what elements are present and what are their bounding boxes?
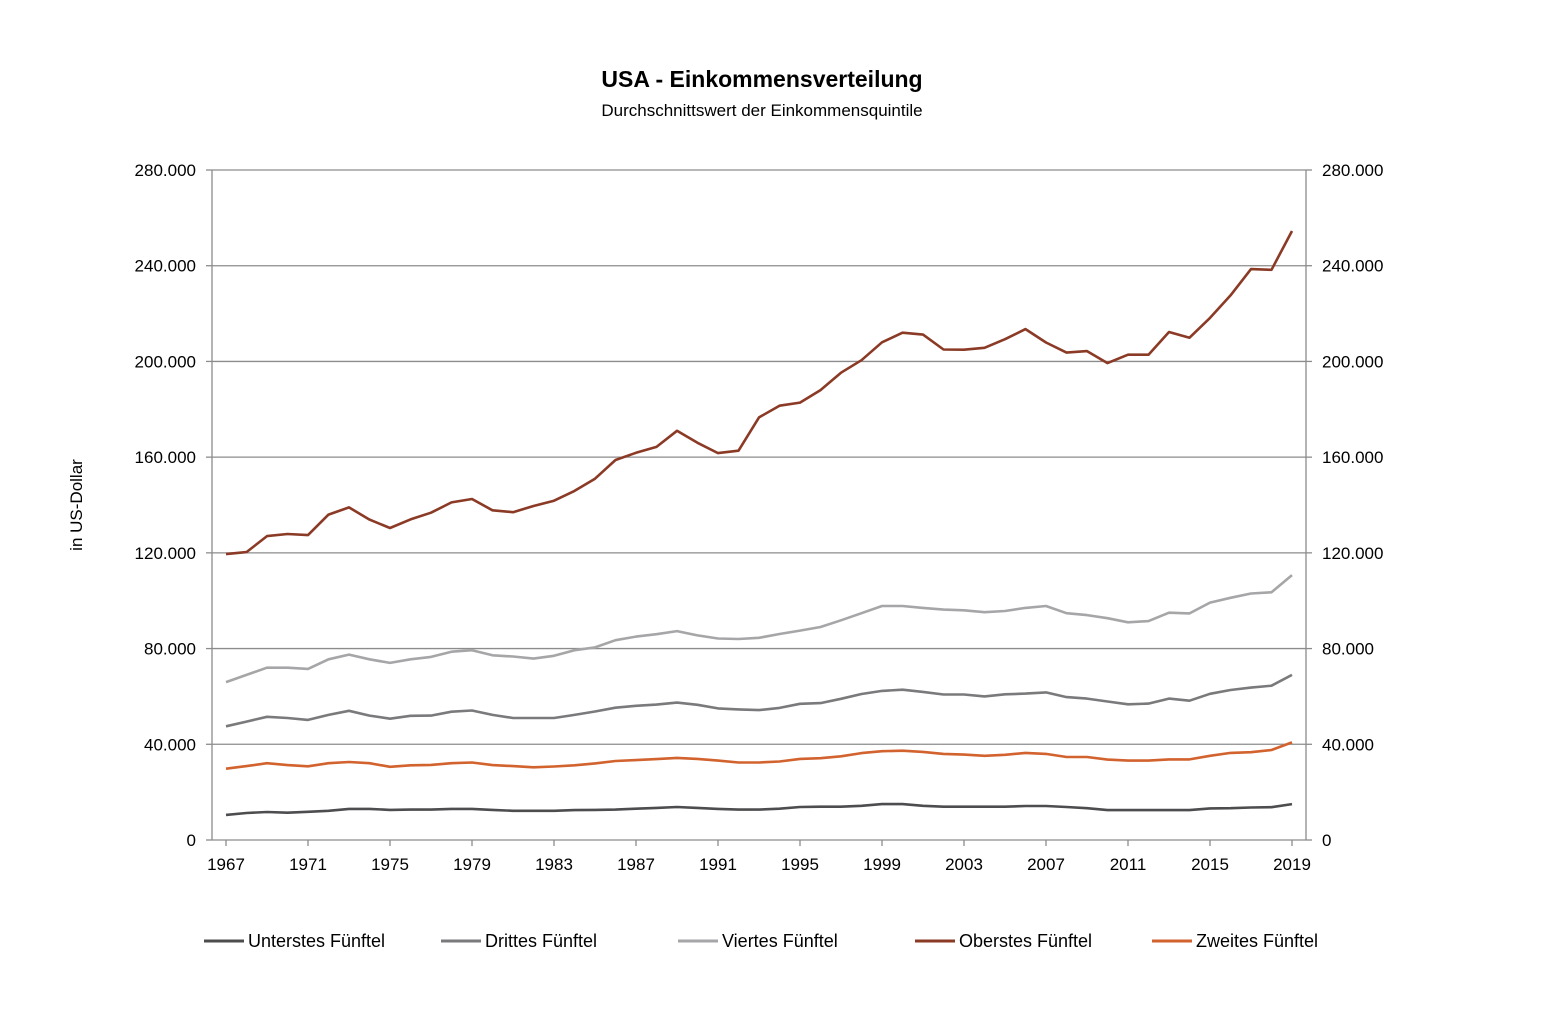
- chart-title: USA - Einkommensverteilung: [601, 66, 922, 92]
- y-tick-label-right: 280.000: [1322, 161, 1383, 180]
- x-tick-label: 1983: [535, 855, 573, 874]
- x-tick-label: 1967: [207, 855, 245, 874]
- y-tick-label: 120.000: [135, 544, 196, 563]
- y-tick-label: 0: [187, 831, 196, 850]
- series-line-0: [225, 802, 1293, 817]
- y-tick-label-right: 80.000: [1322, 640, 1374, 659]
- series-lines: [225, 230, 1294, 817]
- x-tick-label: 2015: [1191, 855, 1229, 874]
- gridlines: [212, 169, 1306, 745]
- x-tick-label: 1979: [453, 855, 491, 874]
- axes: [211, 170, 1307, 841]
- y-tick-label: 160.000: [135, 448, 196, 467]
- x-tick-label: 2011: [1110, 855, 1147, 874]
- chart-subtitle: Durchschnittswert der Einkommensquintile: [601, 101, 922, 120]
- x-tick-label: 1975: [371, 855, 409, 874]
- x-tick-label: 2003: [945, 855, 983, 874]
- y-tick-label: 80.000: [144, 640, 196, 659]
- y-tick-label: 240.000: [135, 257, 196, 276]
- x-tick-label: 1999: [863, 855, 901, 874]
- x-axis-ticks: 1967 1971 1975 1979 1983 1987 1991 1995 1999 2003…: [207, 840, 1311, 874]
- y-tick-label-right: 200.000: [1322, 352, 1383, 371]
- x-tick-label: 1995: [781, 855, 819, 874]
- y-axis-left-ticks: 0 40.000 80.000 120.000 160.000 200.000 240.00…: [135, 161, 212, 850]
- legend-label-0: Unterstes Fünftel: [248, 931, 385, 951]
- legend: Unterstes Fünftel Drittes Fünftel Viertes …: [204, 931, 1318, 951]
- series-line-4: [225, 741, 1293, 770]
- legend-label-4: Zweites Fünftel: [1196, 931, 1318, 951]
- legend-label-3: Oberstes Fünftel: [959, 931, 1092, 951]
- y-tick-label-right: 160.000: [1322, 448, 1383, 467]
- series-line-1: [225, 673, 1293, 728]
- y-tick-label-right: 240.000: [1322, 257, 1383, 276]
- x-tick-label: 1987: [617, 855, 655, 874]
- series-line-2: [225, 574, 1293, 684]
- y-tick-label: 200.000: [135, 352, 196, 371]
- x-tick-label: 1991: [699, 855, 737, 874]
- series-line-3: [225, 230, 1294, 556]
- y-tick-label: 40.000: [144, 735, 196, 754]
- y-tick-label-right: 40.000: [1322, 735, 1374, 754]
- legend-label-1: Drittes Fünftel: [485, 931, 597, 951]
- x-tick-label: 2007: [1027, 855, 1065, 874]
- legend-label-2: Viertes Fünftel: [722, 931, 838, 951]
- y-tick-label-right: 0: [1322, 831, 1331, 850]
- y-tick-label: 280.000: [135, 161, 196, 180]
- x-tick-label: 2019: [1273, 855, 1311, 874]
- x-tick-label: 1971: [289, 855, 327, 874]
- y-tick-label-right: 120.000: [1322, 544, 1383, 563]
- y-axis-label: in US-Dollar: [67, 459, 86, 551]
- y-axis-right-ticks: 0 40.000 80.000 120.000 160.000 200.000 240.00…: [1306, 161, 1383, 850]
